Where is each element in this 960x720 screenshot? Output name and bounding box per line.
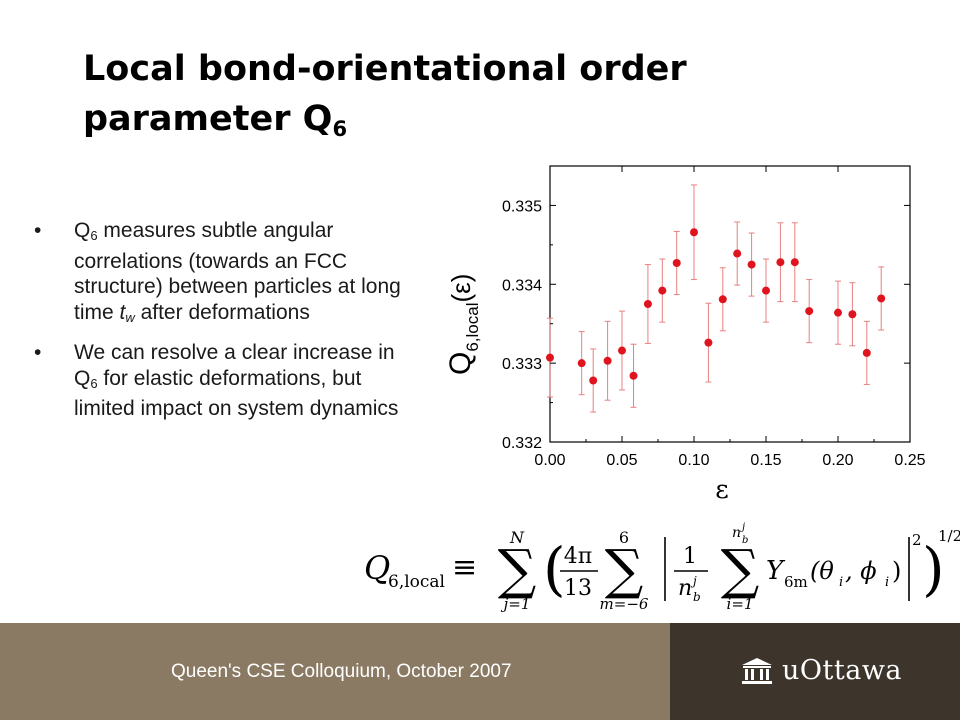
- q6-scatter-chart: 0.00 0.05 0.10 0.15 0.20 0.25 0.332 0.333 0.334 0…: [444, 165, 926, 505]
- outer-power: 1/2: [938, 527, 960, 545]
- frac1-numerator: 4π: [564, 544, 592, 569]
- data-points: [546, 228, 886, 385]
- data-point: [589, 376, 598, 385]
- ylm-args-close: ): [892, 557, 901, 585]
- y-axis-label-main: Q: [444, 352, 477, 375]
- sum3-lower: i=1: [727, 595, 754, 613]
- data-point: [776, 258, 785, 267]
- frac2-denominator-n: n: [678, 576, 692, 601]
- chart-frame: [549, 165, 911, 443]
- data-point: [790, 258, 799, 267]
- data-point: [733, 249, 742, 258]
- x-tick-label: 0.05: [606, 452, 637, 469]
- bullet-text: Q: [74, 219, 91, 242]
- data-point: [658, 286, 667, 295]
- bullet-dot: •: [34, 341, 42, 364]
- x-tick-label: 0.25: [894, 452, 925, 469]
- bullet-text: for elastic deformations, but limited im…: [74, 366, 399, 421]
- data-point: [718, 295, 727, 304]
- x-tick-label: 0.10: [678, 452, 709, 469]
- data-point: [862, 348, 871, 357]
- data-point: [618, 346, 626, 355]
- ylm-subscript: 6m: [784, 573, 808, 591]
- data-point: [805, 307, 814, 316]
- bullet-text: t: [119, 300, 126, 324]
- ylm-symbol: Y: [766, 556, 786, 586]
- axis-ticks: 0.00 0.05 0.10 0.15 0.20 0.25 0.332 0.333 0.334 0…: [502, 166, 926, 469]
- data-point: [577, 359, 586, 368]
- sum1-sigma: ∑: [498, 538, 537, 601]
- sum2-upper: 6: [619, 528, 629, 547]
- bullet-text: We can resolve a clear increase in Q: [74, 341, 395, 390]
- bullet-text: after deformations: [134, 300, 310, 324]
- bullet-item: • Q6 measures subtle angular correlations…: [34, 218, 419, 330]
- bullet-subscript: 6: [90, 228, 98, 243]
- bullet-subscript: w: [125, 309, 135, 325]
- frac2-numerator: 1: [683, 544, 697, 569]
- footer-right-band: [670, 623, 960, 720]
- plot-frame: [549, 165, 911, 443]
- big-paren-open: (: [543, 535, 566, 603]
- y-tick-label: 0.332: [502, 435, 542, 452]
- sum1-lower: j=1: [501, 595, 531, 613]
- sum2-sigma: ∑: [605, 538, 644, 601]
- ylm-args-mid: , ϕ: [845, 557, 877, 585]
- sum3-upper-sub: b: [742, 535, 748, 546]
- logo-text: uOttawa: [782, 655, 903, 686]
- bullet-dot: •: [34, 219, 42, 242]
- ylm-args-open: (θ: [810, 557, 834, 585]
- slide-title: Local bond-orientational order parameter…: [83, 44, 783, 154]
- formula-q: Q: [364, 549, 390, 587]
- formula-q-subscript: 6,local: [388, 572, 445, 592]
- data-point: [848, 310, 857, 319]
- frac1-denominator: 13: [564, 576, 592, 601]
- y-tick-label: 0.334: [502, 277, 542, 294]
- x-tick-label: 0.00: [534, 452, 565, 469]
- sum3-upper-n: n: [732, 525, 741, 541]
- sum2-lower: m=−6: [600, 595, 649, 613]
- y-axis-label: Q6,local(ε): [444, 274, 482, 375]
- ylm-args-sub2: i: [885, 575, 889, 590]
- bullet-list: • Q6 measures subtle angular correlations…: [34, 218, 419, 432]
- frac2-denominator-sup: j: [690, 574, 697, 588]
- data-point: [643, 300, 652, 308]
- uottawa-logo: uOttawa: [740, 655, 902, 686]
- data-point: [546, 353, 554, 362]
- bullet-text: measures subtle angular correlations (to…: [74, 219, 401, 324]
- q6-formula: Q 6,local ≡ N ∑ j=1 ( 4π 13 6 ∑ m=−6 1 n…: [364, 522, 960, 613]
- data-point: [629, 371, 638, 380]
- data-point: [747, 260, 756, 269]
- bullet-subscript: 6: [90, 375, 98, 391]
- slide-title-text: Local bond-orientational order parameter…: [83, 49, 687, 139]
- ylm-args-sub1: i: [839, 575, 843, 590]
- building-icon: [742, 657, 772, 684]
- error-bars: [547, 184, 885, 413]
- x-axis-label: ε: [715, 475, 728, 505]
- sum3-sigma: ∑: [721, 538, 760, 601]
- footer-left-band: [0, 623, 670, 720]
- formula-equiv: ≡: [452, 550, 477, 585]
- bullet-item: • We can resolve a clear increase in Q6 f…: [34, 340, 419, 422]
- data-point: [877, 294, 886, 303]
- sum3-upper-sup: j: [740, 522, 745, 533]
- abs-power: 2: [912, 531, 922, 549]
- y-axis-label-sub: 6,local: [463, 303, 482, 352]
- data-point: [672, 258, 681, 267]
- sum1-upper: N: [509, 528, 525, 547]
- y-axis-label-arg: (ε): [446, 274, 476, 303]
- y-tick-label: 0.335: [502, 198, 542, 215]
- y-tick-label: 0.333: [502, 356, 542, 373]
- data-point: [603, 356, 612, 365]
- x-tick-label: 0.15: [750, 452, 781, 469]
- frac2-denominator-sub: b: [693, 590, 701, 604]
- data-point: [690, 228, 698, 237]
- footer-text: Queen's CSE Colloquium, October 2007: [171, 661, 512, 682]
- data-point: [834, 308, 842, 317]
- big-paren-close: ): [922, 535, 945, 603]
- data-point: [762, 286, 770, 295]
- data-point: [704, 338, 713, 347]
- x-tick-label: 0.20: [822, 452, 853, 469]
- slide-title-subscript: 6: [332, 117, 348, 141]
